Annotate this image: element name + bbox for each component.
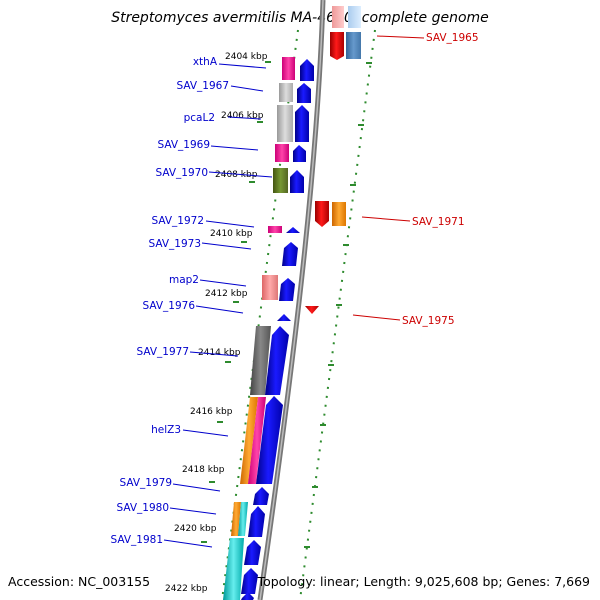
- gene-label-left[interactable]: SAV_1973: [148, 238, 201, 250]
- forward-gene-arrow[interactable]: [293, 145, 306, 162]
- gene-block[interactable]: [223, 538, 244, 600]
- tick-label: 2408 kbp: [215, 170, 258, 180]
- gene-label-left[interactable]: SAV_1977: [136, 346, 189, 358]
- inner-ticks: [201, 61, 271, 543]
- forward-gene-arrow[interactable]: [295, 105, 309, 142]
- gene-block[interactable]: [282, 57, 295, 80]
- gene-label-left[interactable]: SAV_1967: [176, 80, 229, 92]
- accession-text: Accession: NC_003155: [8, 574, 150, 589]
- gene-label-left[interactable]: SAV_1981: [110, 534, 163, 546]
- forward-gene-arrow[interactable]: [277, 314, 291, 321]
- gene-block[interactable]: [231, 502, 241, 536]
- genome-stats-text: Topology: linear; Length: 9,025,608 bp; …: [257, 574, 590, 589]
- right-leader-lines: [352, 35, 425, 321]
- tick-label: 2412 kbp: [205, 289, 248, 299]
- gene-label-left[interactable]: SAV_1980: [116, 502, 169, 514]
- gene-label-left[interactable]: pcaL2: [184, 112, 215, 124]
- forward-gene-arrow[interactable]: [286, 227, 300, 233]
- gene-label-left[interactable]: SAV_1969: [157, 139, 210, 151]
- gene-block[interactable]: [240, 397, 258, 484]
- gene-label-left[interactable]: SAV_1970: [155, 167, 208, 179]
- gene-block[interactable]: [275, 144, 289, 162]
- gene-label-right[interactable]: SAV_1965: [426, 32, 479, 44]
- gene-label-left[interactable]: map2: [169, 274, 199, 286]
- tick-label: 2418 kbp: [182, 465, 225, 475]
- gene-label-left[interactable]: SAV_1976: [142, 300, 195, 312]
- tick-label: 2414 kbp: [198, 348, 241, 358]
- tick-label: 2416 kbp: [190, 407, 233, 417]
- forward-gene-arrow[interactable]: [290, 170, 304, 193]
- forward-gene-arrow[interactable]: [282, 242, 298, 266]
- gene-block[interactable]: [248, 397, 266, 484]
- tick-label: 2404 kbp: [225, 52, 268, 62]
- gene-block[interactable]: [262, 275, 278, 300]
- forward-gene-arrow[interactable]: [248, 506, 265, 537]
- genome-title: Streptomyces avermitilis MA-4680, comple…: [111, 10, 489, 26]
- forward-gene-arrow[interactable]: [279, 278, 295, 301]
- tick-label: 2420 kbp: [174, 524, 217, 534]
- reverse-gene-arrow[interactable]: [330, 32, 344, 60]
- gene-label-left[interactable]: helZ3: [151, 424, 181, 436]
- tick-label: 2410 kbp: [210, 229, 253, 239]
- gene-block[interactable]: [332, 6, 344, 28]
- tick-label: 2422 kbp: [165, 584, 208, 594]
- gene-block[interactable]: [348, 6, 361, 28]
- gene-block[interactable]: [238, 502, 248, 536]
- forward-gene-arrow[interactable]: [253, 487, 269, 505]
- outer-dotted-guide: [299, 29, 376, 600]
- forward-gene-arrow[interactable]: [256, 396, 283, 484]
- gene-block[interactable]: [346, 32, 361, 59]
- gene-block[interactable]: [279, 83, 293, 102]
- forward-gene-arrow[interactable]: [244, 540, 261, 565]
- forward-gene-arrow[interactable]: [241, 568, 258, 594]
- gene-label-right[interactable]: SAV_1971: [412, 216, 465, 228]
- gene-block[interactable]: [250, 326, 271, 395]
- forward-gene-arrow[interactable]: [300, 59, 314, 81]
- gene-label-right[interactable]: SAV_1975: [402, 315, 455, 327]
- gene-label-left[interactable]: SAV_1979: [119, 477, 172, 489]
- gene-block[interactable]: [332, 202, 346, 226]
- reverse-gene-arrow[interactable]: [315, 201, 329, 227]
- gene-label-left[interactable]: xthA: [193, 56, 218, 68]
- outer-ticks: [304, 62, 372, 548]
- gene-block[interactable]: [273, 168, 288, 193]
- forward-gene-arrow[interactable]: [297, 83, 311, 103]
- gene-label-left[interactable]: SAV_1972: [151, 215, 204, 227]
- gene-block[interactable]: [268, 226, 282, 233]
- left-leader-lines: [163, 63, 273, 548]
- reverse-gene-arrow[interactable]: [305, 306, 319, 314]
- forward-gene-arrow[interactable]: [241, 592, 254, 600]
- tick-label: 2406 kbp: [221, 111, 264, 121]
- forward-gene-arrow[interactable]: [265, 326, 289, 395]
- gene-block[interactable]: [277, 105, 293, 142]
